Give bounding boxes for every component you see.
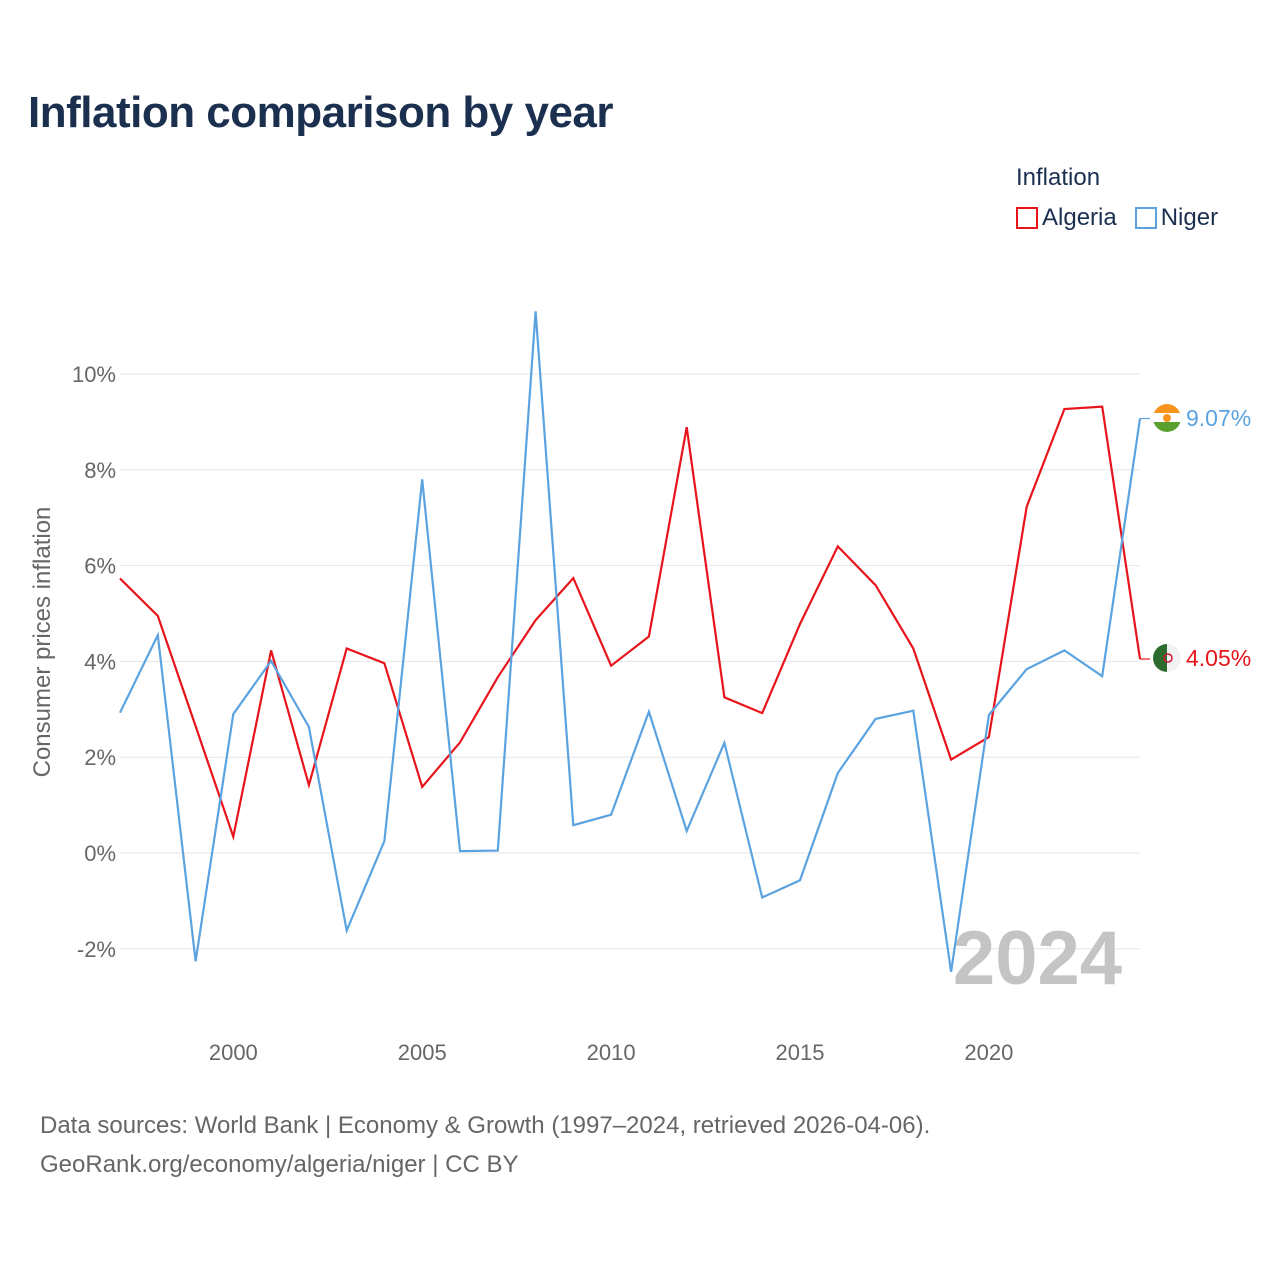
x-axis-ticks: 2000 2005 2010 2015 2020	[209, 1040, 1014, 1065]
y-tick-label: 6%	[84, 554, 116, 579]
x-tick-label: 2000	[209, 1040, 258, 1065]
x-tick-label: 2020	[964, 1040, 1013, 1065]
y-tick-label: -2%	[77, 937, 116, 962]
year-watermark: 2024	[953, 916, 1122, 1001]
y-tick-label: 8%	[84, 458, 116, 483]
series-line-niger[interactable]	[119, 311, 1142, 972]
y-tick-label: 2%	[84, 745, 116, 770]
source-link[interactable]: GeoRank.org/economy/algeria/niger | CC B…	[40, 1151, 519, 1178]
algeria-end-value-label: 4.05%	[1186, 645, 1251, 671]
x-tick-label: 2005	[398, 1040, 447, 1065]
y-axis-label: Consumer prices inflation	[29, 507, 56, 778]
legend-title: Inflation	[1016, 164, 1101, 191]
legend-label-algeria: Algeria	[1042, 204, 1117, 231]
y-axis-ticks: -2% 0% 2% 4% 6% 8% 10%	[72, 362, 116, 962]
series-line-algeria[interactable]	[119, 405, 1142, 841]
legend-item-niger[interactable]: Niger	[1134, 204, 1219, 232]
legend-label-niger: Niger	[1160, 204, 1219, 231]
legend-swatch-algeria	[1016, 207, 1038, 229]
line-chart: -2% 0% 2% 4% 6% 8% 10% 2000 2005 2010 2015 2020 Co…	[29, 311, 1251, 1065]
x-tick-label: 2010	[587, 1040, 636, 1065]
x-tick-label: 2015	[776, 1040, 825, 1065]
legend-item-algeria[interactable]: Algeria	[1016, 204, 1117, 232]
y-tick-label: 4%	[84, 649, 116, 674]
niger-flag-icon	[1153, 404, 1181, 432]
legend-swatch-niger	[1134, 207, 1157, 229]
niger-end-value-label: 9.07%	[1186, 405, 1251, 431]
chart-title: Inflation comparison by year	[28, 88, 614, 137]
algeria-flag-icon	[1153, 644, 1181, 672]
grid-lines	[120, 373, 1140, 950]
y-tick-label: 10%	[72, 362, 116, 387]
legend: Algeria Niger	[1016, 204, 1218, 232]
footer: Data sources: World Bank | Economy & Gro…	[40, 1106, 930, 1184]
y-tick-label: 0%	[84, 841, 116, 866]
source-note: Data sources: World Bank | Economy & Gro…	[40, 1112, 931, 1139]
series-lines	[119, 311, 1150, 972]
